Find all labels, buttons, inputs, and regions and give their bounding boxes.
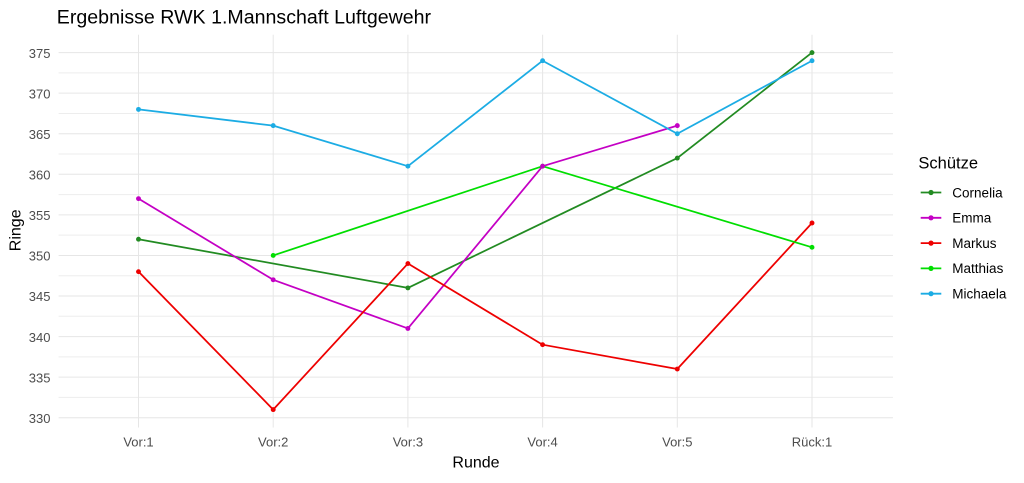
svg-text:Michaela: Michaela: [952, 287, 1007, 302]
svg-text:Vor:3: Vor:3: [393, 434, 423, 449]
svg-text:360: 360: [29, 168, 51, 183]
svg-text:Vor:2: Vor:2: [258, 434, 288, 449]
svg-text:Cornelia: Cornelia: [952, 185, 1003, 200]
svg-text:Markus: Markus: [952, 236, 997, 251]
svg-text:345: 345: [29, 289, 51, 304]
svg-text:Vor:4: Vor:4: [527, 434, 557, 449]
svg-text:Vor:5: Vor:5: [662, 434, 692, 449]
svg-text:340: 340: [29, 330, 51, 345]
svg-text:370: 370: [29, 86, 51, 101]
svg-text:Schütze: Schütze: [918, 155, 978, 173]
svg-text:350: 350: [29, 249, 51, 264]
svg-text:Ergebnisse RWK 1.Mannschaft Lu: Ergebnisse RWK 1.Mannschaft Luftgewehr: [57, 7, 432, 29]
svg-text:Rück:1: Rück:1: [792, 434, 832, 449]
svg-text:365: 365: [29, 127, 51, 142]
svg-text:Runde: Runde: [452, 455, 499, 472]
svg-text:Vor:1: Vor:1: [123, 434, 153, 449]
svg-text:Matthias: Matthias: [952, 261, 1003, 276]
svg-text:335: 335: [29, 370, 51, 385]
svg-text:Ringe: Ringe: [8, 209, 25, 251]
svg-text:375: 375: [29, 46, 51, 61]
svg-text:355: 355: [29, 208, 51, 223]
svg-text:330: 330: [29, 411, 51, 426]
svg-text:Emma: Emma: [952, 211, 991, 226]
